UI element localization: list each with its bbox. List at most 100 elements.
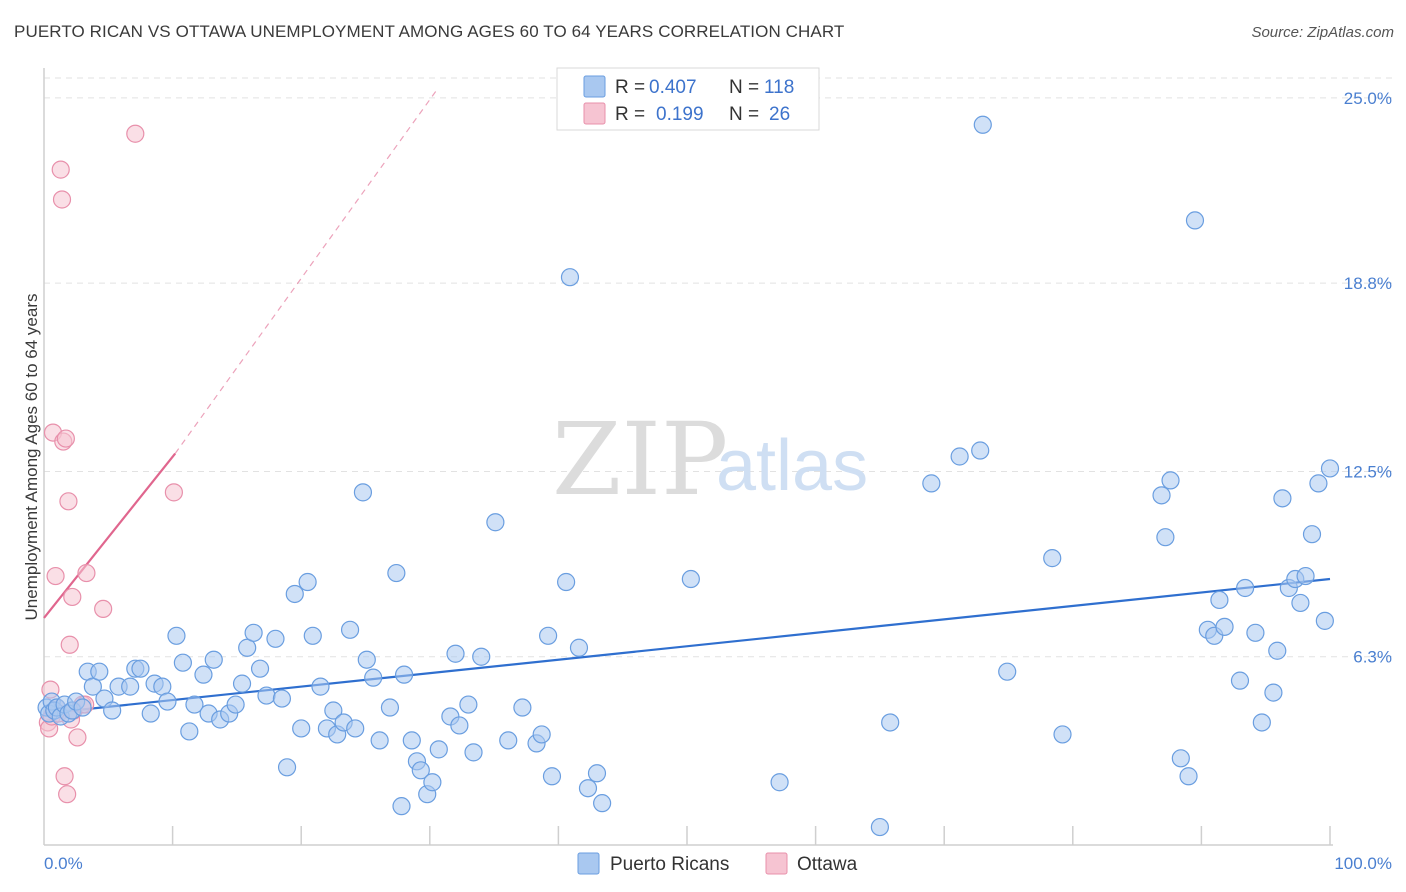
puerto-ricans-point	[1161, 471, 1180, 490]
puerto-ricans-point	[998, 662, 1017, 681]
puerto-ricans-point	[499, 731, 518, 750]
puerto-ricans-point	[298, 572, 317, 592]
puerto-ricans-point	[870, 817, 890, 837]
trend-lines	[43, 88, 1331, 715]
legend-swatch-ottawa	[583, 102, 606, 125]
chart-title: PUERTO RICAN VS OTTAWA UNEMPLOYMENT AMON…	[14, 22, 845, 41]
puerto-ricans-point	[557, 572, 576, 592]
puerto-ricans-point	[587, 764, 607, 783]
y-tick-label: 25.0%	[1344, 89, 1392, 108]
puerto-ricans-point	[257, 686, 276, 705]
bottom-legend-label-puerto-ricans: Puerto Ricans	[610, 854, 729, 875]
puerto-ricans-point	[1264, 683, 1283, 702]
puerto-ricans-point	[593, 794, 612, 813]
puerto-ricans-point	[364, 668, 383, 687]
puerto-ricans-point	[392, 797, 411, 816]
puerto-ricans-point	[83, 677, 102, 696]
puerto-ricans-point	[770, 773, 789, 792]
legend-r-label: R =	[615, 77, 645, 98]
ottawa-point	[46, 566, 65, 586]
puerto-ricans-point	[387, 563, 406, 583]
ottawa-point	[51, 160, 70, 179]
puerto-ricans-point	[1210, 590, 1229, 610]
legend-r-label: R =	[615, 104, 645, 125]
puerto-ricans-point	[1156, 528, 1175, 547]
bottom-legend-label-ottawa: Ottawa	[797, 854, 858, 875]
puerto-ricans-point	[244, 623, 263, 642]
legend-n-value: 118	[764, 77, 794, 98]
puerto-ricans-point	[250, 659, 270, 678]
puerto-ricans-point	[681, 569, 700, 589]
bottom-legend-swatch-puerto-ricans	[577, 852, 600, 875]
y-axis-label: Unemployment Among Ages 60 to 64 years	[22, 294, 41, 621]
puerto-ricans-point	[292, 719, 311, 738]
puerto-ricans-point	[1230, 671, 1250, 690]
puerto-ricans-point	[1315, 611, 1334, 630]
ottawa-trend-extension	[174, 88, 439, 454]
puerto-ricans-point	[1043, 549, 1062, 568]
puerto-ricans-trend-line	[43, 577, 1331, 715]
puerto-ricans-point	[1152, 486, 1171, 505]
ottawa-trend-line	[43, 452, 177, 619]
legend-r-value: 0.199	[656, 104, 704, 125]
ottawa-point	[94, 599, 113, 619]
x-ticks	[171, 826, 1331, 845]
puerto-ricans-point	[103, 701, 122, 720]
puerto-ricans-point	[569, 638, 589, 657]
watermark-zip: ZIP	[552, 401, 728, 518]
legend-n-value: 26	[769, 104, 790, 125]
puerto-ricans-point	[185, 695, 204, 714]
puerto-ricans-point	[353, 483, 373, 502]
puerto-ricans-point	[232, 674, 252, 693]
source-credit: Source: ZipAtlas.com	[1251, 24, 1394, 41]
legend-r-value: 0.407	[649, 77, 697, 98]
y-tick-label: 18.8%	[1344, 274, 1392, 293]
puerto-ricans-point	[411, 761, 430, 780]
puerto-ricans-point	[560, 268, 580, 287]
ottawa-point	[60, 635, 79, 654]
ottawa-point	[56, 429, 75, 448]
puerto-ricans-point	[180, 722, 199, 741]
puerto-ricans-point	[266, 629, 285, 648]
puerto-ricans-point	[542, 767, 562, 786]
ottawa-point	[164, 483, 183, 502]
puerto-ricans-point	[459, 695, 478, 714]
puerto-ricans-point	[1185, 211, 1205, 230]
puerto-ricans-point	[1309, 474, 1328, 493]
puerto-ricans-point	[285, 584, 304, 604]
puerto-ricans-point	[464, 743, 483, 762]
puerto-ricans-point	[394, 665, 414, 684]
ottawa-point	[63, 587, 82, 607]
puerto-ricans-point	[971, 441, 990, 460]
puerto-ricans-point	[1246, 623, 1265, 642]
puerto-ricans-point	[380, 698, 400, 717]
ottawa-point	[52, 190, 72, 209]
puerto-ricans-point	[272, 689, 292, 708]
puerto-ricans-point	[173, 653, 192, 672]
puerto-ricans-point	[121, 677, 140, 696]
puerto-ricans-point	[513, 698, 532, 717]
legend-n-label: N =	[729, 104, 759, 125]
puerto-ricans-point	[324, 701, 343, 720]
puerto-ricans-point	[446, 644, 465, 663]
puerto-ricans-point	[402, 731, 421, 750]
ottawa-point	[68, 728, 87, 747]
y-tick-labels: 6.3% 12.5% 18.8% 25.0%	[1344, 89, 1392, 667]
puerto-ricans-point	[472, 647, 491, 666]
puerto-ricans-points	[37, 115, 1340, 837]
ottawa-point	[58, 785, 77, 804]
puerto-ricans-point	[370, 731, 389, 750]
puerto-ricans-point	[950, 447, 969, 466]
puerto-ricans-point	[277, 758, 297, 777]
puerto-ricans-point	[532, 725, 551, 744]
bottom-legend-swatch-ottawa	[765, 852, 788, 875]
ottawa-point	[126, 124, 145, 143]
puerto-ricans-point	[167, 626, 186, 645]
puerto-ricans-point	[1252, 713, 1271, 732]
puerto-ricans-point	[429, 740, 448, 759]
puerto-ricans-point	[311, 677, 330, 696]
puerto-ricans-point	[1171, 749, 1190, 768]
puerto-ricans-point	[131, 659, 150, 678]
puerto-ricans-point	[158, 692, 177, 711]
puerto-ricans-point	[578, 779, 598, 798]
